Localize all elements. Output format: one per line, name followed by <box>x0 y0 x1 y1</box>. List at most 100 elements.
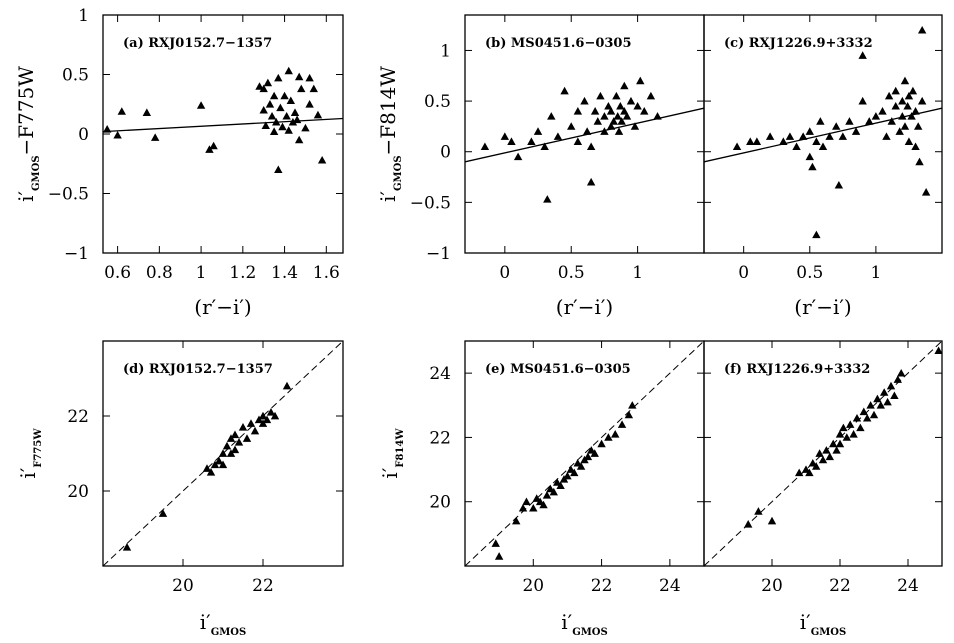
data-point <box>158 509 168 517</box>
data-point <box>570 468 579 477</box>
data-point <box>883 397 892 406</box>
data-point <box>573 107 583 115</box>
data-point <box>887 117 896 125</box>
data-point <box>839 423 848 432</box>
y-axis-label: i′GMOS−F814W <box>376 66 404 202</box>
data-point <box>765 132 775 140</box>
data-point <box>911 107 920 115</box>
data-point <box>518 503 528 512</box>
data-point <box>744 520 753 528</box>
plot-frame <box>703 340 943 567</box>
data-point <box>288 117 298 126</box>
data-point <box>265 100 275 108</box>
data-point <box>543 195 552 203</box>
data-point <box>122 543 132 551</box>
data-point <box>262 415 272 424</box>
y-tick-label: 0 <box>78 125 89 145</box>
data-points <box>122 381 292 551</box>
data-point <box>779 137 788 145</box>
x-axis-label: i′GMOS <box>200 610 246 638</box>
data-point <box>614 127 624 135</box>
data-point <box>270 411 280 420</box>
data-point <box>480 142 490 151</box>
data-point <box>263 78 273 87</box>
data-point <box>547 112 556 120</box>
data-point <box>746 137 755 145</box>
y-axis-label-main: i′ <box>376 191 400 202</box>
data-point <box>583 452 593 461</box>
x-tick-label: 0.5 <box>796 263 823 283</box>
data-point <box>915 157 924 166</box>
data-point <box>286 96 296 105</box>
data-point <box>859 407 868 416</box>
panel-label: (d) RXJ0152.7−1357 <box>123 362 273 377</box>
panel-a: 0.6 0.8 1 1.2 1.4 1.6 −1 −0.5 0 0.5 1 (a) RXJ0152.7… <box>14 6 344 319</box>
data-point <box>866 401 875 409</box>
data-point <box>835 439 845 448</box>
data-points <box>103 66 327 174</box>
data-point <box>142 108 152 116</box>
data-point <box>218 460 228 469</box>
data-point <box>494 552 504 560</box>
data-point <box>258 411 268 420</box>
data-point <box>897 368 906 377</box>
x-axis-label-main: i′ <box>561 610 572 634</box>
y-axis-label-main: i′ <box>378 467 402 478</box>
x-tick-label: 20 <box>761 576 783 596</box>
data-point <box>556 481 565 490</box>
data-point <box>825 452 834 461</box>
plot-frame <box>703 14 943 254</box>
data-point <box>898 96 907 105</box>
y-tick-label: 1 <box>440 41 451 61</box>
data-point <box>646 91 656 100</box>
x-tick-label: 0 <box>499 263 510 283</box>
data-point <box>294 72 304 81</box>
data-point <box>825 132 834 140</box>
data-point <box>205 145 214 153</box>
x-tick-label: 22 <box>591 576 613 596</box>
y-tick-label: −0.5 <box>48 185 89 205</box>
data-point <box>580 96 589 105</box>
data-point <box>832 122 841 130</box>
data-point <box>206 468 216 476</box>
data-point <box>560 86 569 95</box>
y-tick-label: 24 <box>429 364 451 384</box>
data-points <box>744 346 942 528</box>
data-point <box>553 132 563 140</box>
data-point <box>851 127 861 135</box>
data-point <box>272 117 281 126</box>
data-point <box>305 100 314 108</box>
panel-label: (f) RXJ1226.9+3332 <box>724 362 870 377</box>
panel-c: 0 0.5 1 (c) RXJ1226.9+3332 (r′−i′) <box>703 14 943 319</box>
fit-line <box>704 107 942 163</box>
data-point <box>626 96 636 105</box>
data-point <box>242 434 252 442</box>
data-point <box>908 86 918 95</box>
data-point <box>266 408 276 416</box>
data-point <box>250 426 260 435</box>
data-point <box>512 516 521 525</box>
data-point <box>636 76 645 85</box>
data-point <box>301 123 310 132</box>
data-point <box>845 117 854 125</box>
data-point <box>815 449 824 457</box>
data-point <box>604 433 613 441</box>
data-point <box>234 438 244 446</box>
x-axis-label-subscript: GMOS <box>811 627 847 638</box>
y-tick-label: 22 <box>429 428 451 448</box>
y-tick-label: 20 <box>429 493 451 513</box>
panel-label: (b) MS0451.6−0305 <box>485 36 632 51</box>
data-point <box>527 137 536 145</box>
data-point <box>878 107 887 115</box>
x-tick-label: 22 <box>829 576 851 596</box>
data-point <box>586 177 596 186</box>
y-axis-label: i′F814W <box>378 428 406 479</box>
y-axis-label: i′GMOS−F775W <box>14 66 42 202</box>
data-point <box>882 132 891 140</box>
x-axis-label: i′GMOS <box>800 610 846 638</box>
data-point <box>218 449 228 457</box>
data-point <box>305 73 314 82</box>
x-axis-label: (r′−i′) <box>794 295 851 319</box>
data-point <box>816 117 825 125</box>
data-point <box>600 112 609 120</box>
